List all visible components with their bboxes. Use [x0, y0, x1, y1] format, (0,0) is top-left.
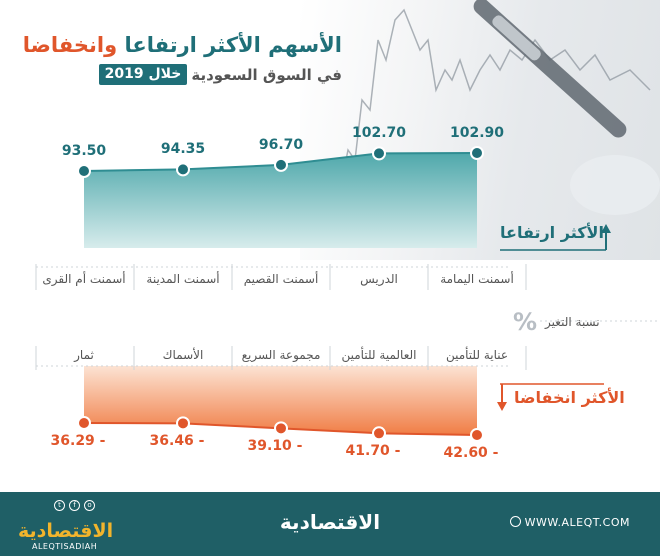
bottom-point	[176, 416, 190, 431]
bottom-value-label: 36.29 -	[50, 433, 106, 449]
footer-url-text: WWW.ALEQT.COM	[524, 516, 630, 529]
bottom-category-label: ثمار	[74, 348, 94, 362]
top-tag-label: الأكثر ارتفاعا	[500, 223, 604, 242]
globe-icon	[509, 516, 521, 527]
stock-line-decoration	[339, 0, 660, 215]
bottom-value-label: 42.60 -	[443, 445, 499, 461]
social-icons: t f o	[54, 500, 95, 511]
change-axis-label-text: نسبة التغير	[545, 315, 600, 329]
top-category-label: أسمنت اليمامة	[440, 272, 514, 286]
top-point	[274, 157, 288, 172]
bottom-category-label: مجموعة السريع	[241, 348, 321, 362]
top-category-label: أسمنت القصيم	[243, 272, 319, 286]
footer-handle: ALEQTISADIAH	[32, 542, 98, 551]
top-value-label: 102.70	[351, 125, 407, 142]
title-block: الأسهم الأكثر ارتفاعا وانخفاضا في السوق …	[23, 32, 342, 85]
chart-canvas	[35, 146, 660, 442]
footer-bar: t f o الاقتصادية ALEQTISADIAH الاقتصادية…	[0, 492, 660, 556]
top-point	[372, 146, 386, 161]
top-point	[176, 162, 190, 177]
title-part-2: وانخفاضا	[22, 33, 118, 57]
top-value-label: 96.70	[258, 136, 304, 153]
bottom-category-label: العالمية للتأمين	[341, 348, 417, 362]
up-arrow-head	[601, 224, 611, 233]
title-part-1: الأسهم الأكثر ارتفاعا	[117, 33, 342, 57]
facebook-icon[interactable]: f	[69, 500, 80, 511]
top-value-label: 93.50	[61, 143, 107, 159]
bottom-point	[274, 421, 288, 436]
top-category-label: أسمنت المدينة	[146, 272, 220, 286]
bottom-point	[470, 428, 484, 442]
top-point	[77, 164, 91, 178]
bottom-point	[372, 426, 386, 441]
down-arrow-head	[497, 402, 507, 411]
bottom-value-label: 39.10 -	[247, 438, 303, 455]
instagram-icon[interactable]: o	[84, 500, 95, 511]
bottom-value-label: 36.46 -	[149, 433, 205, 450]
bottom-tag: الأكثر انخفاضا	[514, 388, 625, 407]
bottom-category-label: الأسماك	[162, 348, 204, 362]
percent-sign-icon: %	[513, 308, 538, 336]
twitter-icon[interactable]: t	[54, 500, 65, 511]
top-value-label: 102.90	[449, 125, 505, 141]
top-category-label: أسمنت أم القرى	[42, 272, 126, 286]
footer-logo: الاقتصادية	[18, 520, 114, 542]
top-category-label: الدريس	[360, 272, 398, 286]
footer-url[interactable]: WWW.ALEQT.COM	[509, 516, 630, 529]
bottom-tag-label: الأكثر انخفاضا	[514, 388, 625, 407]
top-value-label: 94.35	[160, 141, 206, 158]
bottom-value-label: 41.70 -	[345, 443, 401, 460]
footer-brand: الاقتصادية	[279, 510, 381, 534]
subtitle-year-badge: خلال 2019	[98, 64, 188, 85]
top-tag: الأكثر ارتفاعا	[500, 223, 604, 242]
bottom-point	[77, 416, 91, 430]
top-area-fill	[84, 153, 477, 248]
bottom-category-label: عناية للتأمين	[445, 348, 509, 362]
chart-subtitle: في السوق السعودية خلال 2019	[23, 64, 342, 85]
chart-title: الأسهم الأكثر ارتفاعا وانخفاضا	[23, 32, 342, 58]
top-point	[470, 146, 484, 160]
subtitle-text: في السوق السعودية	[191, 65, 342, 84]
change-axis-label: % نسبة التغير	[513, 308, 600, 336]
